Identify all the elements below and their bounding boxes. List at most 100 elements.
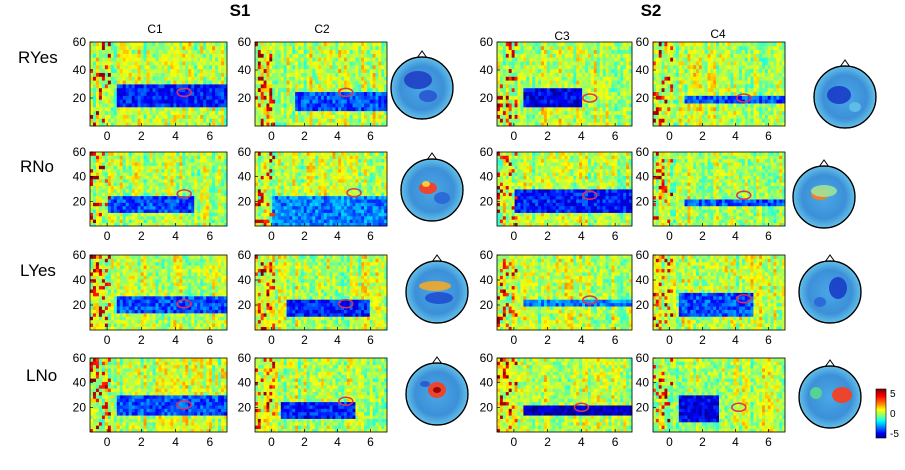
heatmap-cell (212, 122, 216, 127)
heatmap-cell (107, 103, 112, 108)
heatmap-cell (212, 61, 216, 66)
heatmap-cell (372, 84, 376, 89)
heatmap-cell (152, 53, 156, 58)
heatmap-cell (255, 68, 259, 73)
heatmap-cell (332, 95, 336, 100)
heatmap-cell (197, 152, 201, 156)
heatmap-cell (664, 42, 668, 47)
heatmap-cell (309, 76, 313, 81)
heatmap-cell (116, 172, 121, 176)
heatmap-cell (764, 45, 769, 51)
heatmap-cell (767, 61, 772, 66)
heatmap-cell (125, 155, 130, 160)
heatmap-cell (158, 212, 162, 217)
heatmap-cell (687, 76, 691, 81)
heatmap-cell (739, 80, 743, 85)
heatmap-cell (538, 49, 542, 54)
heatmap-cell (101, 202, 106, 207)
heatmap-cell (185, 103, 189, 108)
heatmap-cell (173, 106, 177, 112)
heatmap-cell (341, 45, 345, 51)
heatmap-cell (197, 189, 201, 193)
heatmap-cell (653, 84, 657, 89)
heatmap-cell (113, 189, 118, 193)
heatmap-cell (661, 64, 665, 70)
heatmap-cell (579, 106, 583, 112)
heatmap-cell (179, 122, 183, 127)
heatmap-cell (520, 80, 524, 85)
heatmap-cell (306, 84, 310, 89)
heatmap-cell (275, 49, 279, 54)
heatmap-cell (570, 84, 574, 89)
heatmap-cell (744, 80, 749, 85)
heatmap-cell (593, 106, 598, 112)
heatmap-cell (170, 49, 174, 54)
heatmap-cell (543, 103, 548, 108)
heatmap-cell (701, 64, 706, 70)
heatmap-cell (283, 91, 287, 96)
heatmap-cell (194, 158, 198, 163)
heatmap-cell (146, 209, 150, 213)
heatmap-cell (107, 199, 112, 203)
heatmap-cell (176, 110, 180, 115)
heatmap-cell (140, 189, 145, 193)
heatmap-cell (289, 106, 293, 112)
heatmap-cell (361, 87, 365, 93)
heatmap-cell (134, 172, 139, 176)
heatmap-cell (670, 49, 674, 54)
heatmap-cell (520, 91, 524, 96)
heatmap-cell (260, 84, 265, 89)
heatmap-cell (590, 103, 595, 108)
heatmap-cell (733, 76, 737, 81)
heatmap-cell (286, 110, 290, 115)
heatmap-cell (140, 45, 145, 51)
heatmap-cell (266, 80, 270, 85)
heatmap-cell (602, 106, 606, 112)
heatmap-cell (693, 64, 697, 70)
heatmap-cell (716, 118, 720, 123)
heatmap-cell (107, 195, 112, 200)
heatmap-cell (349, 106, 353, 112)
heatmap-cell (779, 114, 783, 119)
heatmap-cell (179, 165, 183, 170)
heatmap-cell (98, 215, 103, 220)
heatmap-cell (200, 215, 204, 220)
heatmap-cell (759, 80, 763, 85)
heatmap-cell (719, 72, 723, 77)
heatmap-cell (170, 205, 174, 210)
heatmap-cell (182, 53, 186, 58)
heatmap-cell (110, 199, 115, 203)
heatmap-cell (104, 87, 109, 93)
heatmap-cell (104, 189, 109, 193)
heatmap-cell (499, 57, 504, 62)
heatmap-cell (570, 57, 574, 62)
heatmap-cell (131, 215, 136, 220)
heatmap-cell (137, 185, 142, 190)
heatmap-cell (753, 53, 757, 58)
heatmap-cell (188, 99, 192, 104)
heatmap-cell (191, 185, 195, 190)
heatmap-cell (332, 80, 336, 85)
heatmap-cell (128, 87, 133, 93)
heatmap-cell (599, 49, 604, 54)
heatmap-cell (90, 152, 94, 156)
heatmap-cell (526, 106, 530, 112)
heatmap-cell (95, 189, 100, 193)
heatmap-cell (125, 178, 130, 183)
heatmap-cell (620, 42, 624, 47)
heatmap-cell (747, 72, 751, 77)
heatmap-cell (381, 114, 385, 119)
heatmap-cell (690, 68, 694, 73)
heatmap-cell (110, 76, 115, 81)
heatmap-cell (690, 122, 694, 127)
heatmap-cell (655, 57, 660, 62)
heatmap-cell (119, 49, 124, 54)
heatmap-cell (338, 118, 342, 123)
heatmap-cell (134, 202, 139, 207)
heatmap-cell (343, 45, 348, 51)
heatmap-cell (549, 57, 554, 62)
heatmap-cell (312, 57, 316, 62)
heatmap-cell (770, 61, 774, 66)
